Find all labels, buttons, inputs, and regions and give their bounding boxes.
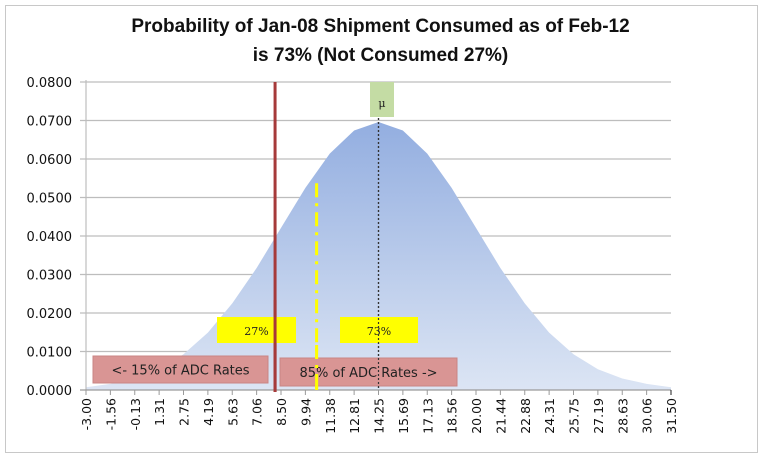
- y-tick-label: 0.0000: [27, 384, 73, 399]
- x-tick-label: 25.75: [567, 398, 582, 434]
- chart-title-line-1: Probability of Jan-08 Shipment Consumed …: [131, 16, 630, 37]
- x-tick-label: 9.94: [298, 398, 313, 426]
- annotation-box: [92, 355, 269, 384]
- y-tick-label: 0.0300: [27, 269, 73, 284]
- x-tick-label: 14.25: [372, 398, 387, 434]
- annotation-mu: μ: [370, 82, 394, 117]
- annotation-adc-high: 85% of ADC Rates ->: [279, 357, 458, 387]
- x-tick-label: 15.69: [396, 398, 411, 434]
- y-tick-label: 0.0100: [27, 346, 73, 361]
- annotation-box: [370, 82, 394, 117]
- y-tick-labels: 0.0000 0.0100 0.0200 0.0300 0.0400 0.0500 0.06…: [27, 76, 73, 399]
- y-tick-label: 0.0200: [27, 307, 73, 322]
- x-tick-label: -0.13: [128, 398, 143, 430]
- annotation-box: [279, 357, 458, 387]
- axes: [80, 80, 672, 395]
- y-tick-label: 0.0800: [27, 76, 73, 91]
- annotation-not-consumed: 27%: [217, 317, 296, 343]
- chart-title: Probability of Jan-08 Shipment Consumed …: [5, 12, 756, 70]
- x-tick-label: 22.88: [518, 398, 533, 434]
- x-tick-label: 31.50: [664, 398, 679, 434]
- x-tick-label: -1.56: [103, 398, 118, 430]
- y-tick-label: 0.0500: [27, 192, 73, 207]
- x-tick-label: 20.00: [469, 398, 484, 434]
- x-tick-label: 17.13: [420, 398, 435, 434]
- y-tick-label: 0.0400: [27, 230, 73, 245]
- x-tick-label: 21.44: [493, 398, 508, 434]
- y-tick-label: 0.0600: [27, 153, 73, 168]
- x-tick-labels: -3.00 -1.56 -0.13 1.31 2.75 4.19 5.63 7.06 8.50 9…: [79, 398, 679, 434]
- x-tick-label: 1.31: [152, 398, 167, 426]
- x-tick-label: 7.06: [250, 398, 265, 426]
- annotation-adc-low: <- 15% of ADC Rates: [92, 355, 269, 384]
- x-tick-label: 30.06: [640, 398, 655, 434]
- annotation-label: μ: [378, 97, 385, 110]
- chart-title-line-2: is 73% (Not Consumed 27%): [252, 45, 509, 66]
- x-tick-label: 12.81: [347, 398, 362, 434]
- annotation-box: [217, 317, 296, 343]
- x-tick-label: -3.00: [79, 398, 94, 430]
- x-tick-label: 5.63: [225, 398, 240, 426]
- y-tick-label: 0.0700: [27, 115, 73, 130]
- x-tick-label: 11.38: [323, 398, 338, 434]
- x-tick-label: 18.56: [445, 398, 460, 434]
- annotation-label: <- 15% of ADC Rates: [111, 364, 249, 379]
- x-tick-label: 27.19: [591, 398, 606, 434]
- x-tick-label: 28.63: [615, 398, 630, 434]
- annotation-label: 27%: [244, 325, 268, 338]
- x-tick-label: 4.19: [201, 398, 216, 426]
- x-tick-label: 2.75: [177, 398, 192, 426]
- annotation-label: 85% of ADC Rates ->: [299, 366, 437, 381]
- x-tick-label: 8.50: [274, 398, 289, 426]
- x-tick-label: 24.31: [542, 398, 557, 434]
